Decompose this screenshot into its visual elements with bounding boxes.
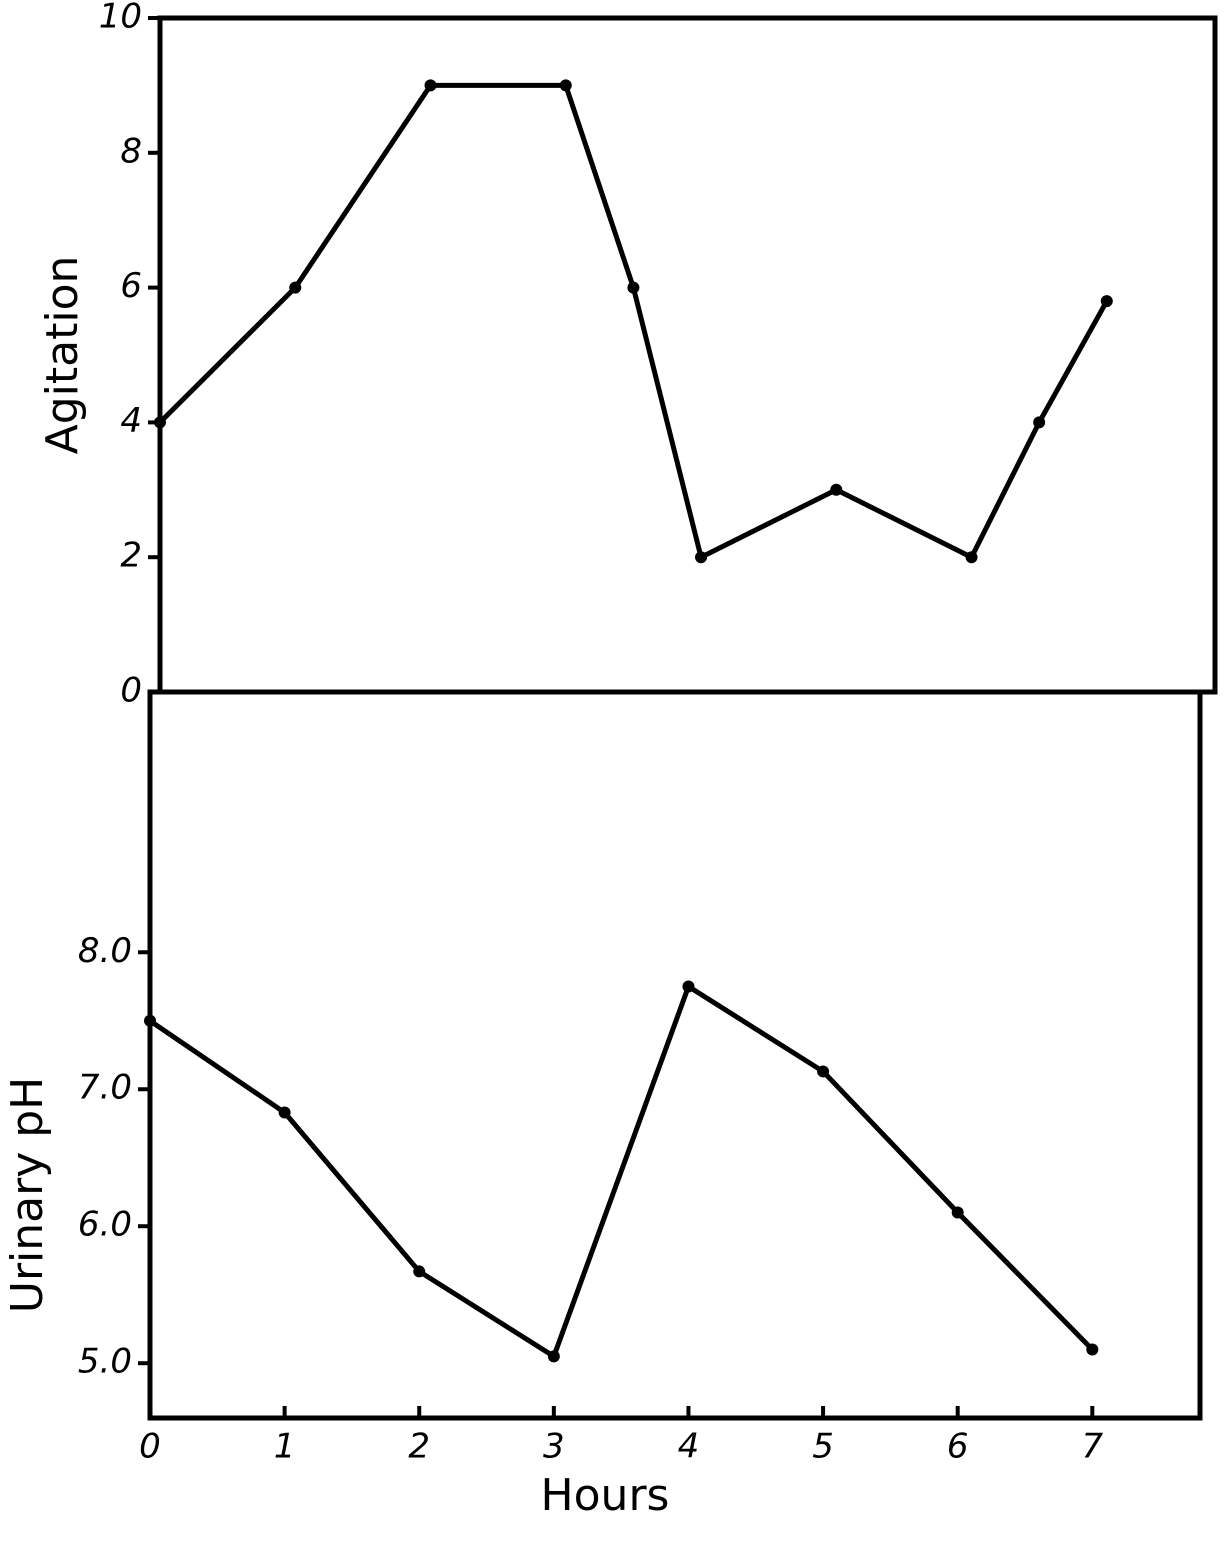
data-point — [547, 1350, 560, 1363]
data-point — [627, 281, 640, 294]
data-point — [1100, 295, 1113, 308]
y-tick-label: 8 — [120, 131, 142, 171]
data-point — [965, 551, 978, 564]
x-tick-label: 1 — [274, 1427, 296, 1467]
data-point — [559, 79, 572, 92]
x-tick-label: 5 — [812, 1427, 834, 1467]
y-tick-label: 8.0 — [78, 931, 132, 971]
data-point — [830, 483, 843, 496]
data-point — [695, 551, 708, 564]
plot-frame — [157, 15, 1218, 695]
data-point — [424, 79, 437, 92]
x-tick-label: 0 — [139, 1427, 161, 1467]
data-line — [158, 82, 1109, 560]
plot-frame — [147, 689, 1203, 1421]
data-point — [289, 281, 302, 294]
x-tick-label: 3 — [543, 1427, 565, 1467]
data-point — [1086, 1343, 1099, 1356]
data-point — [817, 1065, 830, 1078]
y-tick-label: 6.0 — [78, 1205, 132, 1245]
x-tick-label: 2 — [408, 1427, 430, 1467]
y-tick-label: 2 — [120, 536, 142, 576]
data-point — [154, 416, 166, 429]
y-tick-label: 0 — [120, 671, 142, 711]
x-tick-label: 4 — [678, 1427, 700, 1467]
y-tick-label: 4 — [120, 401, 142, 441]
data-point — [413, 1265, 426, 1278]
x-tick-label: 7 — [1081, 1427, 1103, 1467]
data-point — [1033, 416, 1046, 429]
data-point — [951, 1206, 964, 1219]
y-tick-label: 10 — [99, 0, 142, 37]
y-tick-label: 7.0 — [78, 1068, 132, 1108]
data-point — [682, 980, 695, 993]
y-tick-label: 6 — [120, 266, 142, 306]
y-axis-label: Urinary pH — [2, 1077, 53, 1314]
data-line — [148, 984, 1095, 1359]
y-tick-label: 5.0 — [78, 1342, 132, 1382]
x-axis-label: Hours — [541, 1470, 670, 1521]
data-point — [278, 1106, 291, 1119]
y-axis-label: Agitation — [37, 256, 88, 455]
x-tick-label: 6 — [947, 1427, 969, 1467]
data-point — [144, 1014, 156, 1027]
